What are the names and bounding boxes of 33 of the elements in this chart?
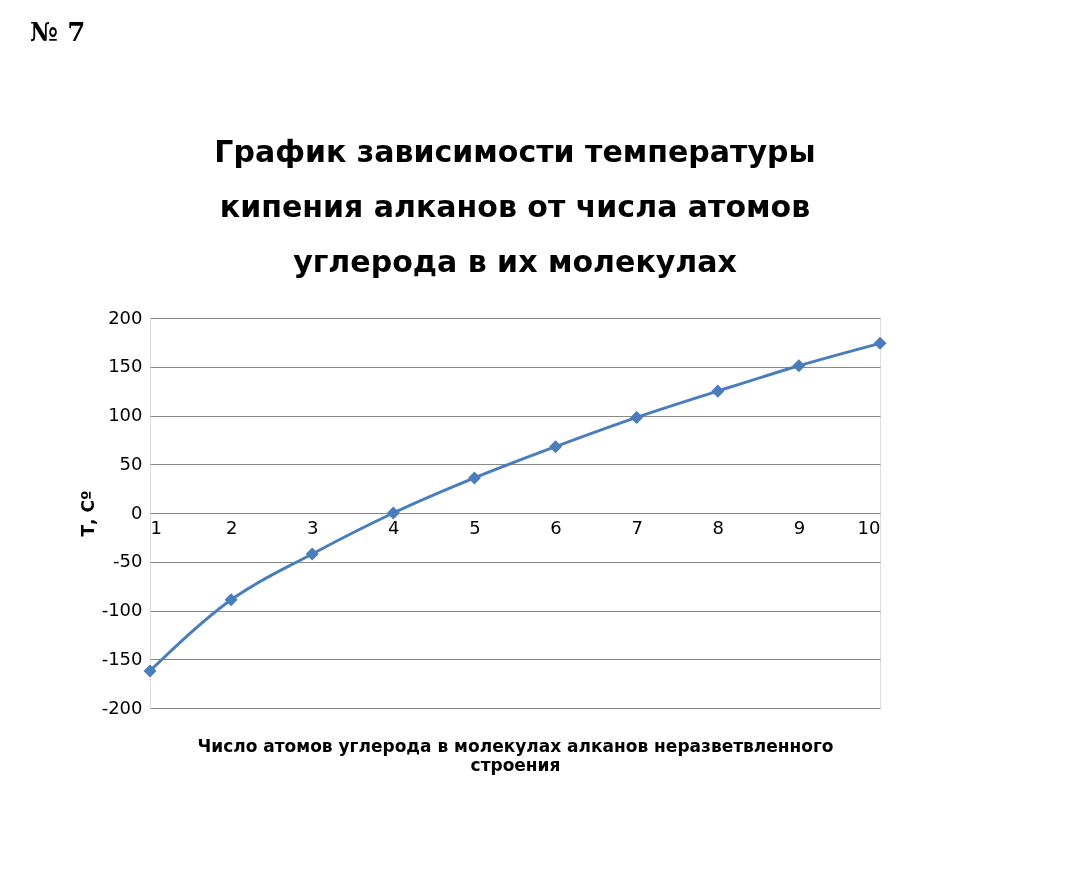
x-tick-label: 5 bbox=[469, 516, 481, 538]
x-tick-label: 4 bbox=[388, 516, 400, 538]
x-tick-label: 3 bbox=[307, 516, 319, 538]
point bbox=[305, 547, 319, 561]
x-tick-label: 1 bbox=[150, 516, 162, 538]
y-tick-label: -150 bbox=[101, 647, 143, 669]
text: № 7 bbox=[30, 17, 86, 47]
point bbox=[143, 664, 157, 678]
point bbox=[711, 384, 725, 398]
y-tick-label: 50 bbox=[119, 452, 143, 474]
y-tick-label: -50 bbox=[113, 550, 143, 572]
x-tick-label: 8 bbox=[712, 516, 724, 538]
x-tick-label: 10 bbox=[857, 516, 881, 538]
point bbox=[873, 336, 887, 350]
y-tick-label: 0 bbox=[131, 501, 143, 523]
point bbox=[630, 410, 644, 424]
x-tick-label: 7 bbox=[631, 516, 643, 538]
y-axis-title: Т, Сº bbox=[77, 490, 98, 537]
x-tick-label: 6 bbox=[550, 516, 562, 538]
y-tick-label: -100 bbox=[101, 599, 143, 620]
y-tick-label: 100 bbox=[108, 404, 143, 425]
y-tick-label: 150 bbox=[108, 355, 143, 377]
chart-title: График зависимости температуры кипения алканов от числа атомов углерода в их молекулах bbox=[214, 134, 816, 279]
point bbox=[386, 506, 400, 520]
y-tick-label: -200 bbox=[101, 696, 143, 718]
point bbox=[467, 471, 481, 485]
y-tick-label: 200 bbox=[108, 306, 143, 328]
point bbox=[549, 440, 563, 454]
point bbox=[792, 359, 806, 373]
point bbox=[224, 593, 238, 607]
x-tick-label: 9 bbox=[793, 516, 806, 538]
x-tick-label: 2 bbox=[225, 516, 238, 538]
x-axis-title: Число атомов углерода в молекулах алканов неразветвленного строения bbox=[197, 735, 834, 775]
